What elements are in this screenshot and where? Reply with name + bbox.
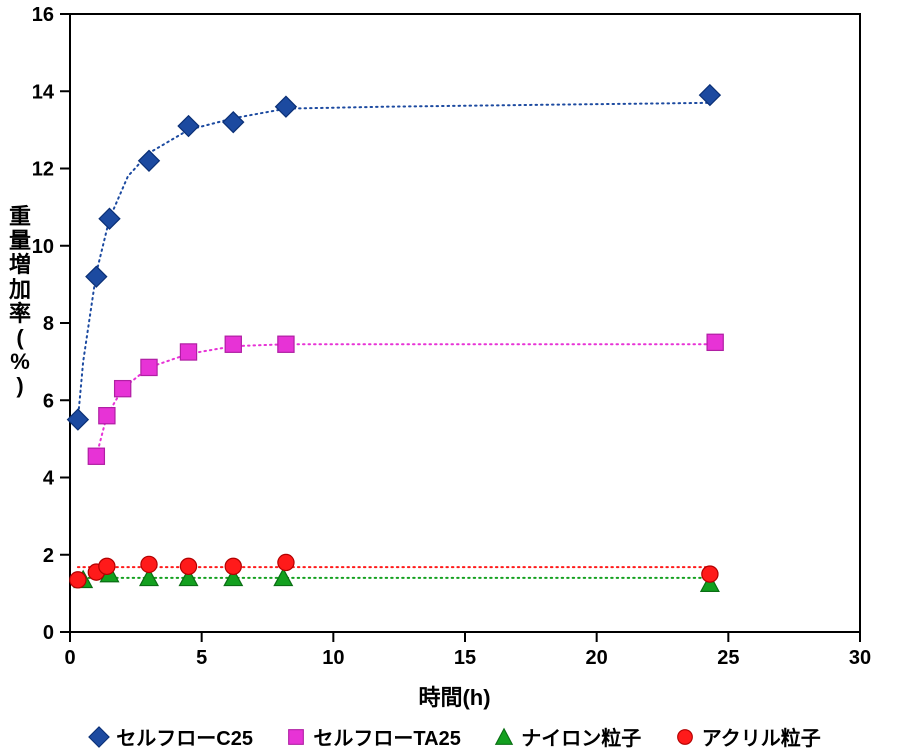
svg-text:8: 8 <box>43 313 54 335</box>
legend-label: セルフローC25 <box>116 722 253 751</box>
svg-text:10: 10 <box>322 647 344 669</box>
series-celflow_c25 <box>68 85 721 430</box>
legend-item-acryl: アクリル粒子 <box>674 722 821 751</box>
ylabel-char: % <box>0 350 40 374</box>
ylabel-char: 加 <box>0 278 40 302</box>
svg-text:15: 15 <box>454 647 476 669</box>
legend: セルフローC25 セルフローTA25 ナイロン粒子 アクリル粒子 <box>0 722 909 753</box>
ylabel-char: 率 <box>0 302 40 326</box>
legend-label: ナイロン粒子 <box>521 722 641 751</box>
ylabel-char: ( <box>0 326 40 350</box>
ylabel-char: 重 <box>0 205 40 229</box>
chart-container: 0510152025300246810121416 重 量 増 加 率 ( % … <box>0 0 909 754</box>
legend-label: セルフローTA25 <box>313 722 460 751</box>
legend-label: アクリル粒子 <box>702 722 821 751</box>
ylabel-char: 量 <box>0 229 40 253</box>
svg-text:0: 0 <box>43 622 54 644</box>
legend-item-nylon: ナイロン粒子 <box>493 722 641 751</box>
svg-text:0: 0 <box>64 647 75 669</box>
ylabel-char: ) <box>0 374 40 398</box>
svg-text:16: 16 <box>32 4 54 26</box>
svg-text:2: 2 <box>43 545 54 567</box>
ylabel-char: 増 <box>0 253 40 277</box>
legend-item-celflow-ta25: セルフローTA25 <box>285 722 460 751</box>
svg-text:14: 14 <box>32 81 55 103</box>
svg-text:25: 25 <box>717 647 739 669</box>
svg-text:5: 5 <box>196 647 207 669</box>
x-axis-label: 時間(h) <box>0 680 909 712</box>
svg-text:6: 6 <box>43 390 54 412</box>
svg-text:4: 4 <box>43 468 55 490</box>
square-icon <box>285 726 307 748</box>
circle-icon <box>674 726 696 748</box>
series-celflow_ta25 <box>88 334 723 464</box>
svg-text:20: 20 <box>586 647 608 669</box>
chart-svg: 0510152025300246810121416 <box>0 0 909 754</box>
svg-text:12: 12 <box>32 159 54 181</box>
series-acryl_particle <box>70 554 718 588</box>
svg-text:30: 30 <box>849 647 871 669</box>
y-axis-label: 重 量 増 加 率 ( % ) <box>0 205 40 399</box>
triangle-icon <box>493 726 515 748</box>
legend-item-celflow-c25: セルフローC25 <box>88 722 253 751</box>
diamond-icon <box>88 726 110 748</box>
